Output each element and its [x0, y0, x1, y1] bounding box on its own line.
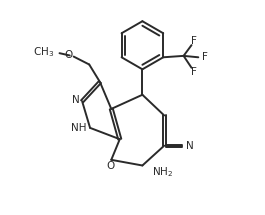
Text: NH$_2$: NH$_2$: [152, 165, 173, 179]
Text: F: F: [202, 52, 207, 62]
Text: NH: NH: [70, 123, 86, 133]
Text: O: O: [65, 50, 73, 60]
Text: O: O: [106, 161, 114, 171]
Text: CH$_3$: CH$_3$: [33, 45, 54, 59]
Text: N: N: [186, 141, 193, 151]
Text: F: F: [191, 36, 196, 46]
Text: N: N: [72, 95, 79, 104]
Text: F: F: [191, 67, 196, 77]
